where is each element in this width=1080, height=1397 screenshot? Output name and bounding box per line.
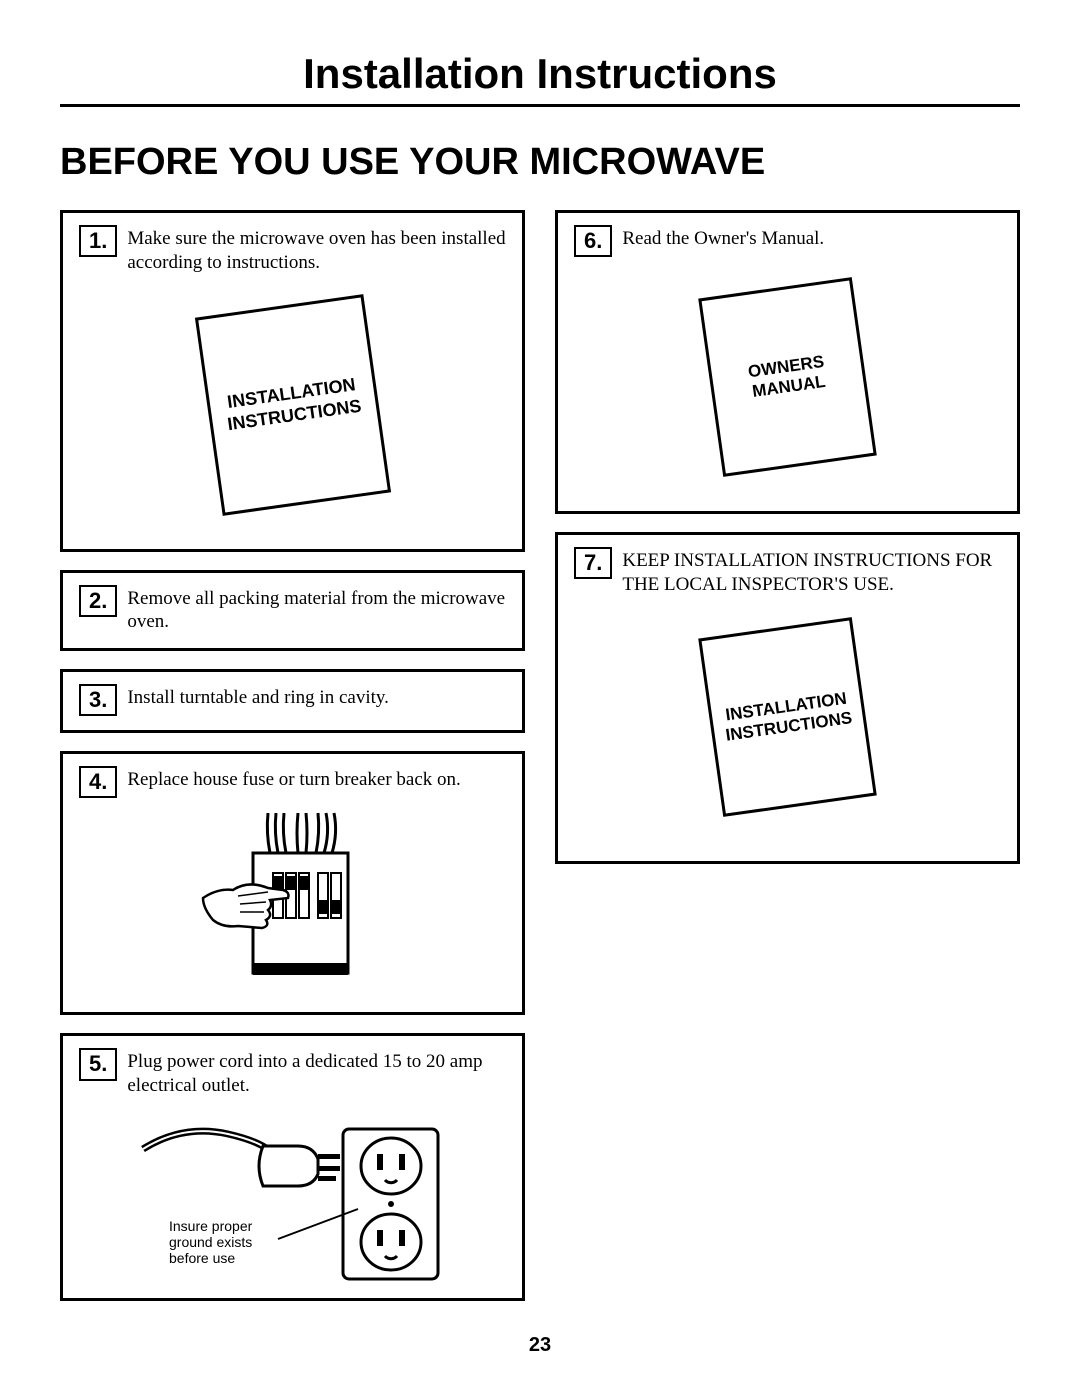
- step-header: 4. Replace house fuse or turn breaker ba…: [79, 766, 506, 798]
- section-title: BEFORE YOU USE YOUR MICROWAVE: [60, 141, 1020, 184]
- breaker-panel-icon: [198, 808, 388, 998]
- step-header: 3. Install turntable and ring in cavity.: [79, 684, 506, 716]
- step-text: Replace house fuse or turn breaker back …: [127, 766, 460, 792]
- booklet-icon: OWNERS MANUAL: [698, 277, 877, 477]
- page-number: 23: [0, 1334, 1080, 1357]
- step-header: 5. Plug power cord into a dedicated 15 t…: [79, 1048, 506, 1098]
- step-4-illustration: [79, 808, 506, 998]
- step-number: 3.: [79, 684, 117, 716]
- step-text: KEEP INSTALLATION INSTRUCTIONS FOR THE L…: [622, 547, 1001, 597]
- step-text: Remove all packing material from the mic…: [127, 585, 506, 635]
- step-4: 4. Replace house fuse or turn breaker ba…: [60, 751, 525, 1015]
- step-header: 7. KEEP INSTALLATION INSTRUCTIONS FOR TH…: [574, 547, 1001, 597]
- step-6: 6. Read the Owner's Manual. OWNERS MANUA…: [555, 210, 1020, 514]
- step-text: Read the Owner's Manual.: [622, 225, 824, 251]
- step-1-illustration: INSTALLATION INSTRUCTIONS: [79, 285, 506, 535]
- step-7-illustration: INSTALLATION INSTRUCTIONS: [574, 607, 1001, 847]
- step-1: 1. Make sure the microwave oven has been…: [60, 210, 525, 552]
- step-2: 2. Remove all packing material from the …: [60, 570, 525, 652]
- step-number: 2.: [79, 585, 117, 617]
- step-header: 1. Make sure the microwave oven has been…: [79, 225, 506, 275]
- step-6-illustration: OWNERS MANUAL: [574, 267, 1001, 497]
- step-5: 5. Plug power cord into a dedicated 15 t…: [60, 1033, 525, 1301]
- step-header: 2. Remove all packing material from the …: [79, 585, 506, 635]
- step-number: 4.: [79, 766, 117, 798]
- booklet-icon: INSTALLATION INSTRUCTIONS: [698, 617, 877, 817]
- step-header: 6. Read the Owner's Manual.: [574, 225, 1001, 257]
- step-text: Plug power cord into a dedicated 15 to 2…: [127, 1048, 506, 1098]
- step-number: 1.: [79, 225, 117, 257]
- step-text: Make sure the microwave oven has been in…: [127, 225, 506, 275]
- page-title: Installation Instructions: [60, 50, 1020, 107]
- step-text: Install turntable and ring in cavity.: [127, 684, 389, 710]
- step-number: 7.: [574, 547, 612, 579]
- step-7: 7. KEEP INSTALLATION INSTRUCTIONS FOR TH…: [555, 532, 1020, 864]
- step-number: 6.: [574, 225, 612, 257]
- ground-note: Insure proper ground exists before use: [169, 1218, 279, 1266]
- right-column: 6. Read the Owner's Manual. OWNERS MANUA…: [555, 210, 1020, 1301]
- left-column: 1. Make sure the microwave oven has been…: [60, 210, 525, 1301]
- booklet-icon: INSTALLATION INSTRUCTIONS: [194, 294, 390, 516]
- step-number: 5.: [79, 1048, 117, 1080]
- step-3: 3. Install turntable and ring in cavity.: [60, 669, 525, 733]
- columns: 1. Make sure the microwave oven has been…: [60, 210, 1020, 1301]
- step-5-illustration: [79, 1108, 506, 1284]
